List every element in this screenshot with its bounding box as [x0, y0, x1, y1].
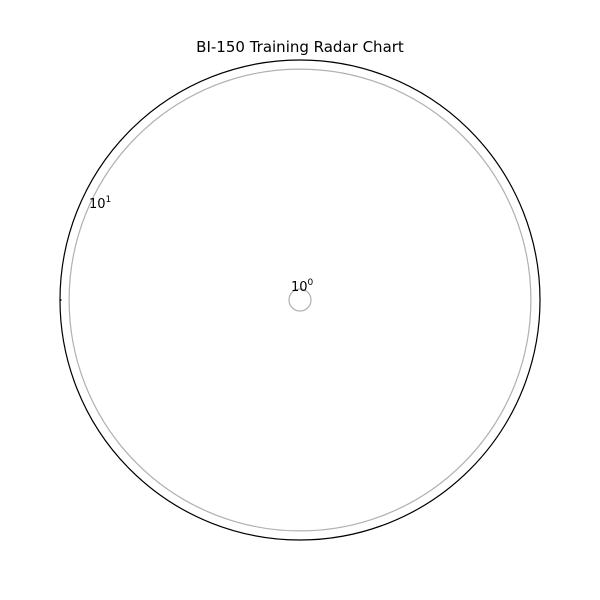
radial-tick-label-0: 100 — [291, 278, 314, 295]
radial-gridline-1 — [68, 68, 532, 532]
radial-tick-label-1: 101 — [89, 195, 111, 212]
chart-title: BI-150 Training Radar Chart — [196, 38, 404, 56]
radial-gridline-0 — [288, 288, 312, 312]
polar-frame — [59, 59, 541, 541]
